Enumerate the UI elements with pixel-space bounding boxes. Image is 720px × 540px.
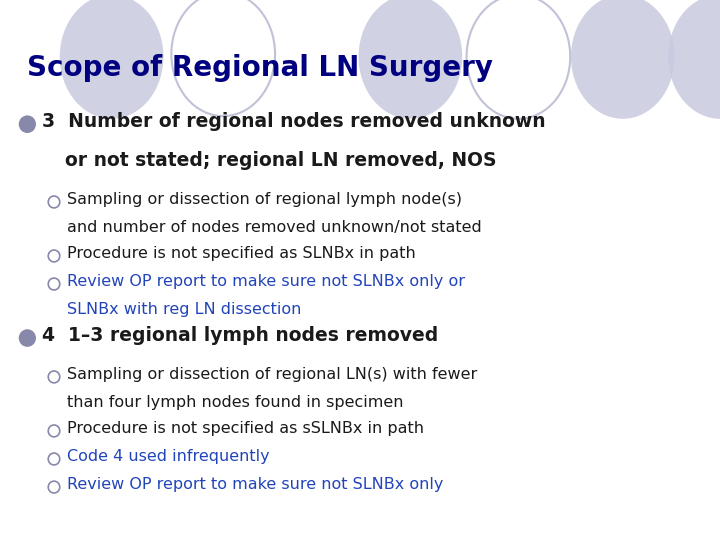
Text: Review OP report to make sure not SLNBx only or: Review OP report to make sure not SLNBx … bbox=[67, 274, 465, 289]
Ellipse shape bbox=[60, 0, 163, 119]
Ellipse shape bbox=[19, 330, 35, 346]
Text: or not stated; regional LN removed, NOS: or not stated; regional LN removed, NOS bbox=[65, 151, 496, 170]
Ellipse shape bbox=[359, 0, 462, 119]
Text: Code 4 used infrequently: Code 4 used infrequently bbox=[67, 449, 269, 464]
Text: 4  1–3 regional lymph nodes removed: 4 1–3 regional lymph nodes removed bbox=[42, 326, 438, 345]
Text: SLNBx with reg LN dissection: SLNBx with reg LN dissection bbox=[67, 302, 302, 317]
Ellipse shape bbox=[571, 0, 675, 119]
Ellipse shape bbox=[19, 116, 35, 132]
Text: than four lymph nodes found in specimen: than four lymph nodes found in specimen bbox=[67, 395, 403, 410]
Text: Procedure is not specified as sSLNBx in path: Procedure is not specified as sSLNBx in … bbox=[67, 421, 424, 436]
Ellipse shape bbox=[668, 0, 720, 119]
Text: Sampling or dissection of regional LN(s) with fewer: Sampling or dissection of regional LN(s)… bbox=[67, 367, 477, 382]
Text: Scope of Regional LN Surgery: Scope of Regional LN Surgery bbox=[27, 53, 493, 82]
Text: Procedure is not specified as SLNBx in path: Procedure is not specified as SLNBx in p… bbox=[67, 246, 415, 261]
Text: and number of nodes removed unknown/not stated: and number of nodes removed unknown/not … bbox=[67, 220, 482, 235]
Text: Review OP report to make sure not SLNBx only: Review OP report to make sure not SLNBx … bbox=[67, 477, 444, 492]
Text: Sampling or dissection of regional lymph node(s): Sampling or dissection of regional lymph… bbox=[67, 192, 462, 207]
Text: 3  Number of regional nodes removed unknown: 3 Number of regional nodes removed unkno… bbox=[42, 112, 545, 131]
